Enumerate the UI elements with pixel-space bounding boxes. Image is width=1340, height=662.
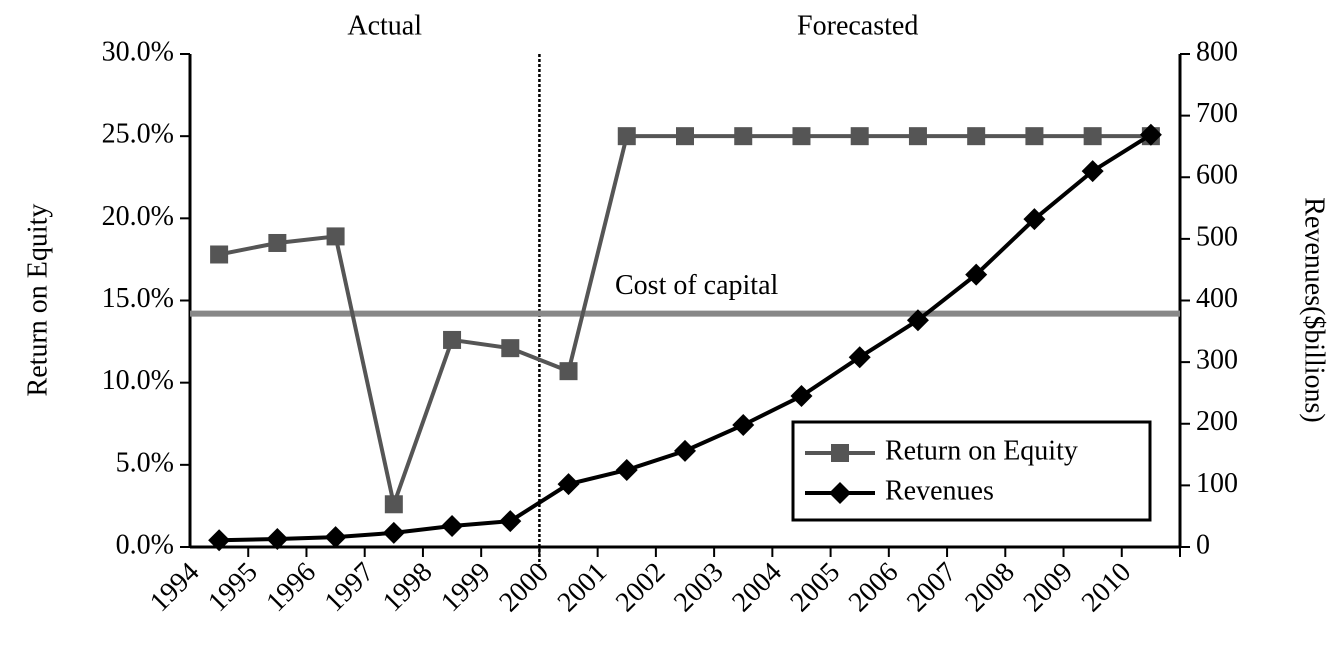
x-tick-label: 1998: [377, 557, 439, 619]
point: [324, 526, 347, 549]
point: [734, 127, 753, 146]
x-tick-label: 2010: [1076, 557, 1138, 619]
point: [501, 339, 520, 358]
x-tick-label: 2006: [843, 557, 905, 619]
point: [559, 362, 578, 381]
y-tick-label: 25.0%: [102, 119, 174, 150]
y-tick-label: 30.0%: [102, 36, 174, 67]
legend-label: Return on Equity: [885, 435, 1078, 466]
point: [617, 127, 636, 146]
point: [210, 245, 229, 264]
point: [848, 346, 871, 369]
point: [208, 529, 231, 552]
point: [441, 515, 464, 538]
point: [732, 413, 755, 436]
y2-tick-label: 0: [1196, 529, 1210, 560]
legend-label: Revenues: [885, 475, 994, 506]
legend-box: [791, 420, 1152, 522]
x-tick-label: 2002: [610, 557, 672, 619]
point: [676, 127, 694, 146]
legend-marker: [831, 444, 849, 462]
x-tick-label: 2001: [552, 557, 614, 619]
x-tick-label: 2003: [668, 557, 730, 619]
y-tick-label: 0.0%: [116, 529, 174, 560]
y2-tick-label: 100: [1196, 468, 1238, 499]
point: [965, 263, 988, 286]
y2-tick-label: 300: [1196, 345, 1238, 376]
point: [1083, 127, 1102, 146]
x-tick-label: 1997: [319, 557, 381, 619]
point: [908, 127, 927, 146]
x-tick-label: 2009: [1018, 557, 1080, 619]
region-label: Actual: [347, 10, 422, 41]
y2-tick-label: 700: [1196, 98, 1238, 129]
point: [499, 510, 522, 533]
point: [792, 127, 811, 146]
y-axis-title: Return on Equity: [22, 204, 53, 397]
point: [1023, 208, 1046, 231]
point: [906, 309, 929, 332]
y2-tick-label: 500: [1196, 221, 1238, 252]
x-tick-label: 2004: [726, 557, 788, 619]
reference-label: Cost of capital: [615, 270, 779, 301]
point: [1081, 160, 1104, 183]
x-tick-label: 1999: [435, 557, 497, 619]
point: [443, 330, 462, 349]
point: [967, 127, 986, 146]
x-tick-label: 2000: [493, 557, 555, 619]
point: [790, 385, 813, 408]
point: [557, 473, 580, 496]
point: [384, 495, 403, 514]
point: [266, 527, 289, 550]
point: [326, 227, 345, 246]
point: [1139, 123, 1162, 146]
y2-tick-label: 600: [1196, 160, 1238, 191]
x-tick-label: 2007: [901, 557, 963, 619]
y-tick-label: 15.0%: [102, 283, 174, 314]
point: [268, 233, 287, 252]
point: [674, 439, 696, 462]
y2-axis-title: Revenues($billions): [1299, 197, 1330, 423]
x-tick-label: 1996: [260, 557, 322, 619]
y2-tick-label: 400: [1196, 283, 1238, 314]
y-tick-label: 20.0%: [102, 201, 174, 232]
legend-marker: [829, 482, 851, 504]
point: [1025, 127, 1044, 146]
x-tick-label: 2005: [785, 557, 847, 619]
y2-tick-label: 200: [1196, 406, 1238, 437]
y2-tick-label: 800: [1196, 36, 1238, 67]
y-tick-label: 5.0%: [116, 447, 174, 478]
x-tick-label: 1994: [144, 557, 206, 619]
region-label: Forecasted: [797, 10, 918, 41]
point: [615, 458, 638, 481]
point: [850, 127, 869, 146]
x-tick-label: 1995: [202, 557, 264, 619]
x-tick-label: 2008: [959, 557, 1021, 619]
y-tick-label: 10.0%: [102, 365, 174, 396]
point: [382, 521, 405, 544]
